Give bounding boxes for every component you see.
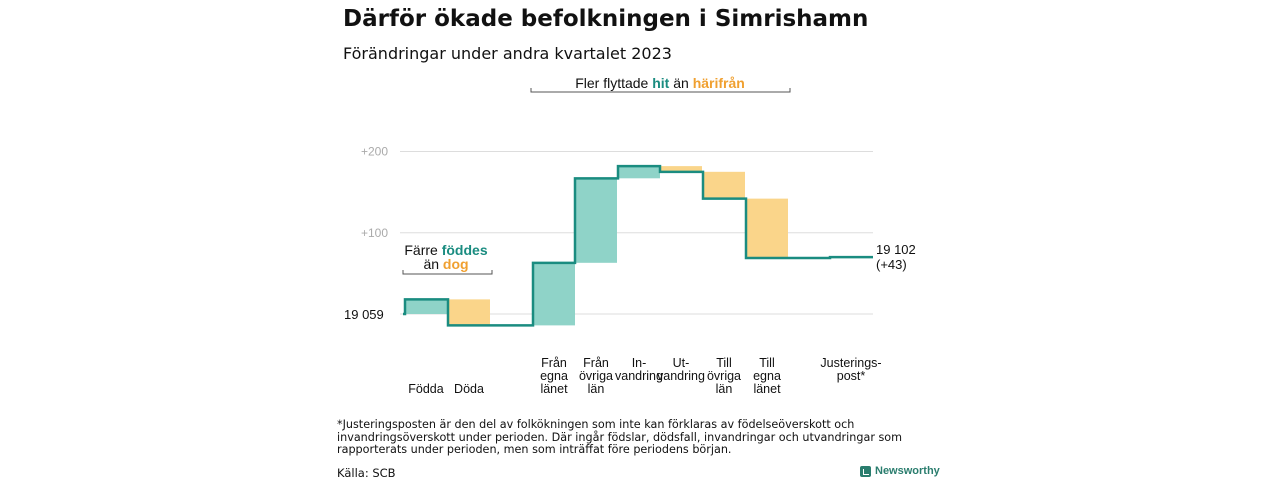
x-tick-label: övriga bbox=[579, 369, 613, 383]
y-tick-label: +200 bbox=[361, 145, 388, 159]
births-annotation-line1: Färre föddes bbox=[404, 242, 487, 258]
cumulative-step-line bbox=[403, 164, 873, 327]
x-tick-label: Från bbox=[541, 356, 567, 370]
migration-annotation: Fler flyttade hit än härifrån bbox=[575, 75, 745, 91]
brand-name: Newsworthy bbox=[875, 465, 940, 477]
x-tick-label: vandring bbox=[615, 369, 663, 383]
migration-bracket bbox=[530, 88, 791, 93]
chart-subtitle: Förändringar under andra kvartalet 2023 bbox=[343, 44, 672, 63]
footnote: *Justeringsposten är den del av folkökni… bbox=[337, 418, 903, 457]
x-tick-label: egna bbox=[540, 369, 568, 383]
bar-4 bbox=[575, 178, 617, 263]
births-bracket bbox=[402, 270, 493, 275]
y-tick-label: +100 bbox=[361, 226, 388, 240]
x-tick-label: län bbox=[588, 382, 605, 396]
chart-title: Därför ökade befolkningen i Simrishamn bbox=[343, 6, 869, 32]
bar-5 bbox=[618, 166, 660, 179]
x-tick-label: Ut- bbox=[673, 356, 690, 370]
bar-7 bbox=[703, 171, 745, 199]
x-tick-label: Födda bbox=[408, 382, 443, 396]
end-change-label: (+43) bbox=[876, 257, 907, 272]
x-tick-label: länet bbox=[540, 382, 568, 396]
x-tick-label: post* bbox=[837, 369, 866, 383]
x-tick-label: övriga bbox=[707, 369, 741, 383]
brand-logo: Newsworthy bbox=[860, 465, 940, 477]
bar-3 bbox=[533, 262, 575, 326]
x-tick-label: Till bbox=[716, 356, 732, 370]
source-label: Källa: SCB bbox=[337, 466, 396, 480]
start-value-label: 19 059 bbox=[344, 307, 384, 322]
births-annotation-line2: än dog bbox=[423, 256, 468, 272]
bar-2 bbox=[448, 299, 490, 326]
x-tick-label: län bbox=[716, 382, 733, 396]
bar-1 bbox=[405, 299, 447, 314]
newsworthy-icon bbox=[860, 465, 871, 477]
x-tick-label: vandring bbox=[657, 369, 705, 383]
bar-6 bbox=[660, 166, 702, 172]
x-tick-label: Döda bbox=[454, 382, 484, 396]
x-tick-label: Justerings- bbox=[820, 356, 881, 370]
x-tick-label: In- bbox=[632, 356, 647, 370]
end-value-label: 19 102 bbox=[876, 242, 916, 257]
x-tick-label: Till bbox=[759, 356, 775, 370]
x-tick-label: länet bbox=[753, 382, 781, 396]
x-tick-label: egna bbox=[753, 369, 781, 383]
bar-8 bbox=[746, 198, 788, 258]
x-tick-label: Från bbox=[583, 356, 609, 370]
